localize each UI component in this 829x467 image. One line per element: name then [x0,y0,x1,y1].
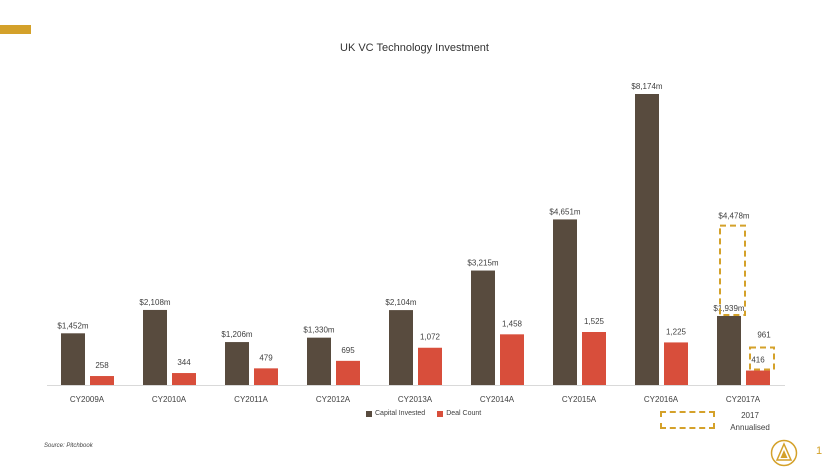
capital-invested-value-label: $2,108m [139,298,170,307]
deal-count-bar [418,347,442,385]
legend: Capital Invested Deal Count [366,410,481,417]
deal-count-bar [172,373,196,385]
deal-count-bar [582,332,606,385]
annualised-legend-label: 2017 Annualised [724,410,776,434]
x-tick-label: CY2014A [480,395,515,404]
annualised-capital-outline [719,224,746,316]
legend-label-capital-invested: Capital Invested [375,410,426,417]
chart-title: UK VC Technology Investment [340,42,489,54]
x-tick-label: CY2009A [70,395,105,404]
deal-count-bar [500,334,524,385]
x-tick-label: CY2010A [152,395,187,404]
x-tick-label: CY2013A [398,395,433,404]
capital-invested-bar [471,270,495,385]
deal-count-value-label: 1,458 [502,319,523,328]
x-tick-label: CY2015A [562,395,597,404]
annualised-deal-outline [749,346,775,371]
accent-bar [0,25,31,34]
deal-count-bar [746,370,770,385]
legend-item-capital-invested: Capital Invested [366,410,425,417]
capital-invested-bar [307,337,331,385]
deal-count-value-label: 1,072 [420,333,441,342]
deal-count-bar [254,368,278,385]
capital-invested-value-label: $3,215m [467,259,498,268]
x-tick-label: CY2017A [726,395,761,404]
annualised-label-text: Annualised [730,423,770,432]
deal-count-bar [336,360,360,385]
source-note: Source: Pitchbook [44,443,93,449]
capital-invested-value-label: $2,104m [385,298,416,307]
deal-count-value-label: 479 [259,353,273,362]
x-tick-label: CY2016A [644,395,679,404]
legend-label-deal-count: Deal Count [446,410,482,417]
annualised-deal-value-label: 961 [757,331,771,340]
page-number: 1 [816,445,823,457]
capital-invested-value-label: $4,651m [549,207,580,216]
capital-invested-value-label: $1,206m [221,330,252,339]
capital-invested-bar [635,94,659,385]
deal-count-value-label: 1,225 [666,327,687,336]
capital-invested-value-label: $1,330m [303,326,334,335]
deal-count-value-label: 1,525 [584,317,605,326]
deal-count-value-label: 416 [751,356,765,365]
capital-invested-bar [143,309,167,385]
deal-count-value-label: 344 [177,358,191,367]
x-tick-label: CY2011A [234,395,268,404]
annualised-legend-marker [660,411,715,429]
deal-count-bar [90,376,114,385]
capital-invested-value-label: $1,452m [57,321,88,330]
legend-item-deal-count: Deal Count [437,410,481,417]
deal-count-value-label: 695 [341,346,355,355]
capital-invested-value-label: $1,939m [713,304,744,313]
annualised-label-year: 2017 [741,411,759,420]
capital-invested-bar [553,219,577,385]
capital-invested-bar [717,315,741,385]
legend-swatch-deal-count [437,410,444,417]
deal-count-value-label: 258 [95,361,109,370]
x-tick-label: CY2012A [316,395,351,404]
deal-count-bar [664,342,688,385]
capital-invested-bar [389,310,413,385]
legend-swatch-capital-invested [366,410,372,417]
capital-invested-value-label: $8,174m [631,82,662,91]
capital-invested-bar [61,333,85,385]
capital-invested-bar [225,342,249,385]
company-logo-icon [770,439,798,467]
annualised-capital-value-label: $4,478m [718,212,749,221]
